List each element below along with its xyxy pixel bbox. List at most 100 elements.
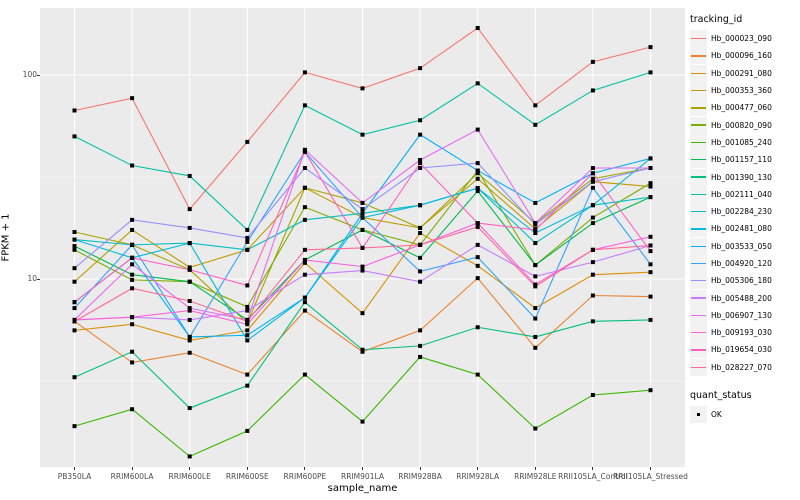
data-point	[245, 322, 250, 327]
legend-item-label: Hb_001157_110	[711, 155, 772, 165]
data-point	[302, 295, 307, 300]
data-point	[648, 270, 653, 275]
legend-item: Hb_019654_030	[690, 341, 798, 359]
data-point	[648, 184, 653, 189]
data-point	[648, 70, 653, 75]
axis-tick-mark	[37, 278, 40, 280]
data-point	[72, 306, 77, 311]
data-point	[590, 247, 595, 252]
data-point	[302, 257, 307, 262]
data-point	[130, 277, 135, 282]
data-point	[130, 407, 135, 412]
data-point	[648, 249, 653, 254]
legend-item-label: Hb_004920_120	[711, 259, 772, 268]
legend-title-quant-status: quant_status	[690, 389, 752, 401]
legend-item: Hb_000291_080	[690, 64, 798, 82]
data-point	[245, 235, 250, 240]
legend-key	[690, 406, 707, 424]
legend-line-swatch	[691, 245, 706, 247]
data-point	[130, 227, 135, 232]
legend-line-swatch	[691, 280, 706, 282]
data-point	[130, 163, 135, 168]
legend-key	[690, 237, 707, 255]
axis-tick-mark	[362, 467, 363, 470]
x-tick-label: RRII105LA_Stressed	[613, 472, 688, 481]
data-point	[187, 267, 192, 272]
data-point	[302, 300, 307, 305]
quant-status-block: quant_status OK	[690, 389, 798, 424]
legend-line-swatch	[691, 159, 706, 161]
data-point	[187, 241, 192, 246]
x-tick-label: RRIM600LE	[168, 472, 211, 481]
data-point	[418, 354, 423, 359]
legend-item: Hb_000353_360	[690, 82, 798, 100]
data-point	[130, 286, 135, 291]
data-point	[302, 217, 307, 222]
x-tick-label: RRIM600LA	[110, 472, 154, 481]
data-point	[130, 262, 135, 267]
data-point	[72, 244, 77, 249]
data-point	[590, 88, 595, 93]
data-point	[533, 284, 538, 289]
data-point	[418, 118, 423, 123]
legend-item: Hb_009193_030	[690, 324, 798, 342]
legend-line-swatch	[691, 314, 706, 317]
data-point	[360, 419, 365, 424]
legend-line-swatch	[691, 124, 706, 126]
data-point	[590, 166, 595, 171]
legend-item-label: Hb_001085_240	[711, 137, 772, 147]
data-point	[245, 239, 250, 244]
data-point	[418, 328, 423, 333]
axis-tick-mark	[131, 467, 133, 470]
plot-panel	[40, 8, 685, 467]
data-point	[245, 304, 250, 309]
x-tick-label: RRIM928BA	[398, 472, 442, 481]
axis-tick-mark	[534, 467, 536, 470]
data-point	[72, 300, 77, 305]
data-point	[72, 319, 77, 324]
data-point	[418, 66, 423, 71]
data-point	[648, 388, 653, 393]
data-point	[245, 333, 250, 338]
data-point	[360, 200, 365, 205]
data-point	[245, 227, 250, 232]
black-square-point-icon	[696, 412, 701, 417]
data-point	[187, 279, 192, 284]
data-point	[187, 299, 192, 304]
data-point	[418, 255, 423, 260]
data-point	[418, 343, 423, 348]
legend: tracking_id Hb_000023_090 Hb_000096_160 Hb…	[690, 14, 798, 424]
data-point	[130, 349, 135, 354]
data-point	[130, 360, 135, 365]
data-point	[360, 132, 365, 137]
x-tick-label: RRIM600SE	[225, 472, 269, 481]
data-point	[475, 255, 480, 260]
legend-item-label: Hb_000353_360	[711, 86, 772, 96]
legend-item-label: Hb_000096_160	[711, 51, 772, 61]
data-point	[475, 221, 480, 226]
data-point	[72, 229, 77, 234]
legend-item-label: Hb_028227_070	[711, 362, 772, 372]
data-point	[302, 147, 307, 152]
data-point	[648, 156, 653, 161]
legend-line-swatch	[691, 366, 706, 368]
legend-item: Hb_002111_040	[690, 185, 798, 203]
data-point	[533, 306, 538, 311]
data-point	[302, 247, 307, 252]
legend-key	[690, 255, 707, 272]
legend-item-label: Hb_002284_230	[711, 207, 772, 217]
legend-item-label: Hb_002111_040	[711, 189, 772, 199]
y-axis-title: FPKM + 1	[0, 213, 12, 262]
legend-items: Hb_000023_090 Hb_000096_160 Hb_000291_080 H…	[690, 30, 798, 376]
data-point	[533, 316, 538, 321]
legend-item: Hb_000096_160	[690, 47, 798, 65]
data-point	[302, 185, 307, 190]
legend-key	[690, 116, 707, 134]
legend-key	[690, 82, 707, 100]
legend-item-label: Hb_009193_030	[711, 328, 772, 338]
data-point	[475, 189, 480, 194]
legend-item: Hb_001085_240	[690, 133, 798, 151]
legend-item: Hb_028227_070	[690, 358, 798, 376]
data-point	[533, 426, 538, 431]
legend-line-swatch	[691, 55, 706, 57]
